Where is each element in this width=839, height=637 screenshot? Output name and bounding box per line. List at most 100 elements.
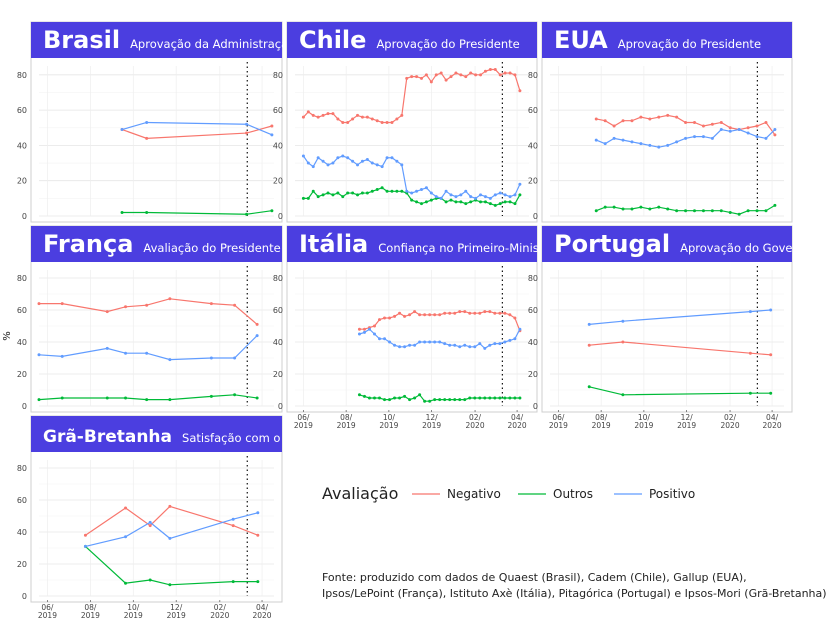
data-point-positivo	[603, 142, 607, 146]
y-tick-label: 60	[528, 306, 538, 315]
x-tick-label-year: 2020	[721, 421, 740, 430]
data-point-negativo	[439, 71, 443, 75]
data-point-positivo	[518, 182, 522, 186]
x-tick-label-year: 2019	[422, 421, 441, 430]
data-point-negativo	[311, 113, 315, 117]
data-point-outros	[375, 188, 379, 192]
data-point-negativo	[346, 120, 350, 124]
data-point-negativo	[444, 78, 448, 82]
legend-label-positivo: Positivo	[649, 487, 695, 501]
data-point-outros	[444, 200, 448, 204]
data-point-positivo	[728, 129, 732, 133]
x-tick-label-month: 06/	[297, 413, 310, 422]
data-point-outros	[498, 396, 502, 400]
y-tick-label: 60	[528, 106, 538, 115]
data-point-outros	[621, 393, 625, 397]
data-point-negativo	[124, 305, 128, 309]
data-point-outros	[336, 191, 340, 195]
legend: Avaliação Negativo Outros Positivo	[322, 484, 695, 503]
data-point-outros	[120, 210, 124, 214]
data-point-outros	[378, 396, 382, 400]
y-tick-label: 60	[273, 306, 283, 315]
data-point-positivo	[439, 196, 443, 200]
x-tick-label-year: 2019	[124, 611, 143, 620]
data-point-negativo	[587, 343, 591, 347]
data-point-negativo	[478, 311, 482, 315]
y-tick-label: 60	[17, 306, 27, 315]
data-point-positivo	[311, 165, 315, 169]
data-point-positivo	[773, 128, 777, 132]
data-point-negativo	[321, 113, 325, 117]
data-point-outros	[448, 398, 452, 402]
data-point-outros	[270, 209, 274, 213]
data-point-negativo	[231, 524, 235, 528]
panel-title: Brasil	[43, 26, 120, 54]
data-point-positivo	[390, 156, 394, 160]
data-point-positivo	[488, 343, 492, 347]
data-point-positivo	[351, 159, 355, 163]
panel-subtitle: Confiança no Primeiro-Ministro	[378, 241, 555, 255]
data-point-positivo	[357, 332, 361, 336]
data-point-positivo	[410, 191, 414, 195]
data-point-outros	[728, 210, 732, 214]
source-line-1: Fonte: produzido com dados de Quaest (Br…	[322, 571, 747, 584]
data-point-outros	[60, 396, 64, 400]
data-point-outros	[483, 200, 487, 204]
data-point-outros	[388, 398, 392, 402]
data-point-positivo	[463, 343, 467, 347]
data-point-outros	[746, 209, 750, 213]
data-point-negativo	[429, 80, 433, 84]
data-point-negativo	[413, 310, 417, 314]
data-point-positivo	[124, 535, 128, 539]
data-point-negativo	[464, 75, 468, 79]
data-point-positivo	[508, 195, 512, 199]
data-point-positivo	[372, 332, 376, 336]
data-point-outros	[398, 396, 402, 400]
data-point-positivo	[621, 319, 625, 323]
x-tick-label-month: 10/	[638, 413, 651, 422]
panel-6: 0 20 40 60 80 Portugal Aprovação do Governo 06/…	[528, 225, 811, 430]
data-point-positivo	[405, 189, 409, 193]
data-point-positivo	[209, 356, 213, 360]
data-point-outros	[331, 193, 335, 197]
y-tick-label: 80	[17, 464, 27, 473]
data-point-outros	[390, 189, 394, 193]
series-line-positivo	[589, 309, 771, 325]
y-tick-label: 40	[17, 141, 27, 150]
data-point-negativo	[316, 115, 320, 119]
data-point-negativo	[612, 124, 616, 128]
data-point-positivo	[493, 342, 497, 346]
data-point-positivo	[454, 195, 458, 199]
y-tick-label: 0	[22, 402, 27, 411]
data-point-negativo	[468, 311, 472, 315]
panel-5: 0 20 40 60 80 Itália Confiança no Primeiro-Min…	[273, 225, 555, 430]
data-point-positivo	[331, 161, 335, 165]
data-point-outros	[508, 396, 512, 400]
data-point-positivo	[301, 154, 305, 158]
data-point-negativo	[424, 73, 428, 77]
x-tick-label-month: 02/	[469, 413, 482, 422]
y-tick-label: 40	[528, 141, 538, 150]
data-point-negativo	[755, 124, 759, 128]
data-point-positivo	[448, 343, 452, 347]
data-point-negativo	[473, 311, 477, 315]
panel-subtitle: Aprovação do Presidente	[376, 37, 519, 51]
data-point-outros	[37, 398, 41, 402]
data-point-positivo	[498, 342, 502, 346]
data-point-outros	[493, 396, 497, 400]
data-point-positivo	[587, 322, 591, 326]
data-point-outros	[256, 580, 260, 584]
data-point-outros	[362, 394, 366, 398]
data-point-positivo	[367, 327, 371, 331]
data-point-positivo	[498, 191, 502, 195]
data-point-positivo	[518, 327, 522, 331]
data-point-negativo	[380, 120, 384, 124]
series-line-negativo	[85, 505, 259, 536]
data-point-outros	[360, 191, 364, 195]
data-point-outros	[684, 209, 688, 213]
data-point-outros	[408, 398, 412, 402]
data-point-outros	[403, 394, 407, 398]
data-point-positivo	[737, 128, 741, 132]
data-point-negativo	[746, 126, 750, 130]
data-point-positivo	[423, 340, 427, 344]
